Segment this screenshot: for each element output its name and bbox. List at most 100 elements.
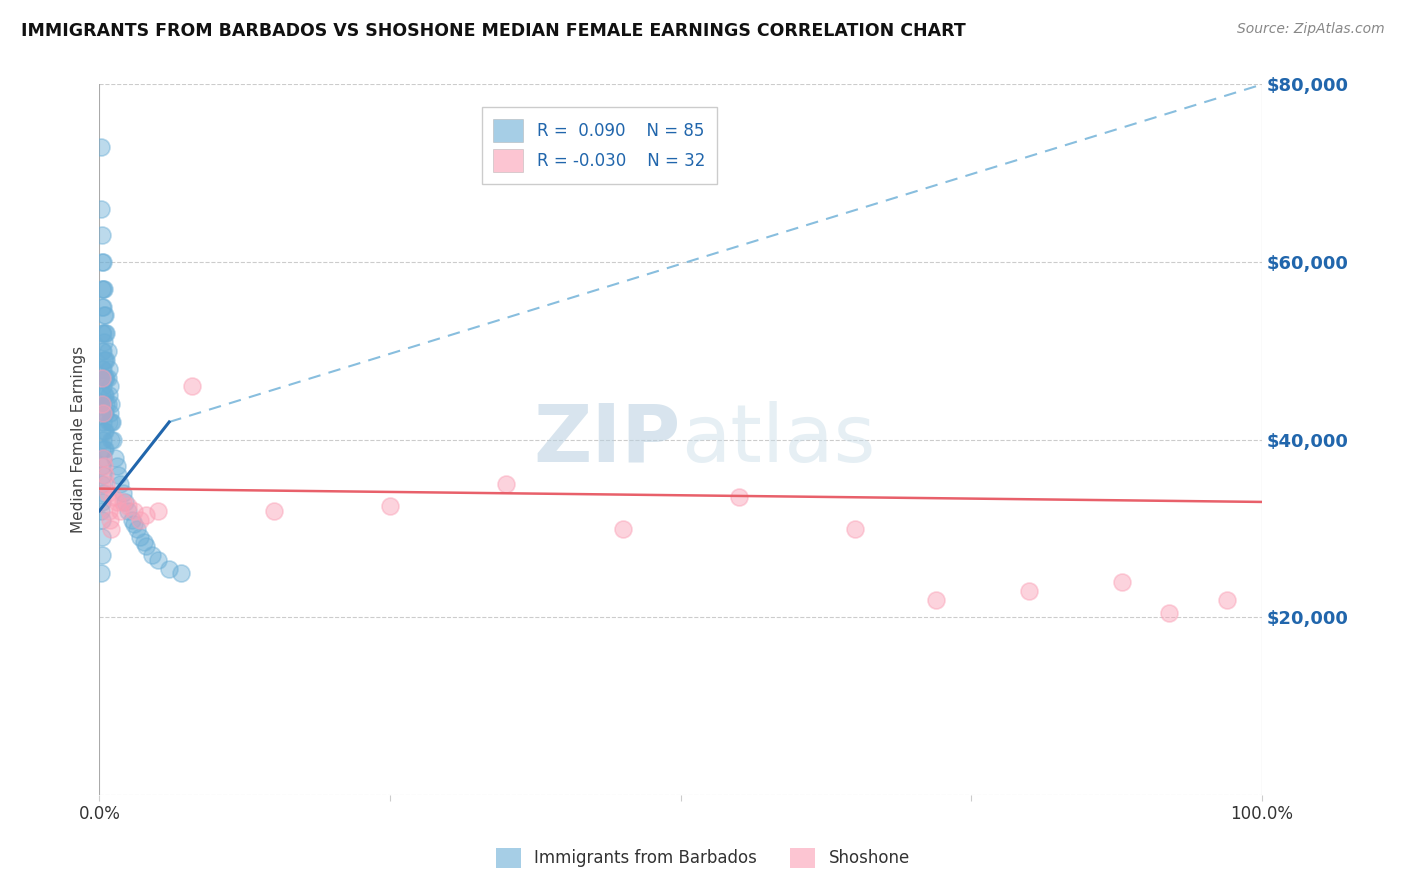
Point (1018, 583, 1040, 598)
Point (90, 343, 112, 358)
Point (94, 468, 117, 483)
Legend: Immigrants from Barbados, Shoshone: Immigrants from Barbados, Shoshone (489, 841, 917, 875)
Point (844, 522, 866, 536)
Text: ZIP: ZIP (533, 401, 681, 479)
Point (111, 495, 134, 509)
Legend: R =  0.090    N = 85, R = -0.030    N = 32: R = 0.090 N = 85, R = -0.030 N = 32 (482, 107, 717, 184)
Point (107, 468, 129, 483)
Point (97, 370, 120, 384)
Point (105, 495, 128, 509)
Point (90, 388, 112, 402)
Point (90, 397, 112, 411)
Point (1216, 592, 1239, 607)
Point (98, 513, 121, 527)
Point (612, 522, 634, 536)
Point (91, 415, 114, 429)
Point (90, 228, 112, 243)
Point (100, 522, 122, 536)
Point (117, 504, 139, 518)
Point (94, 326, 117, 340)
Point (100, 397, 122, 411)
Point (97, 388, 120, 402)
Point (114, 495, 136, 509)
Point (94, 388, 117, 402)
Point (93, 334, 115, 349)
Point (98, 379, 121, 393)
Point (96, 370, 118, 384)
Point (94, 309, 117, 323)
Point (90, 442, 112, 456)
Point (124, 517, 146, 532)
Point (110, 504, 132, 518)
Point (96, 397, 118, 411)
Point (91, 486, 114, 500)
Point (90, 139, 112, 153)
Point (94, 424, 117, 438)
Point (91, 379, 114, 393)
Point (105, 459, 128, 474)
Point (97, 486, 120, 500)
Point (94, 406, 117, 420)
Point (91, 406, 114, 420)
Point (91, 282, 114, 296)
Point (170, 566, 193, 580)
Point (97, 343, 120, 358)
Point (91, 450, 114, 465)
Point (91, 326, 114, 340)
Point (90, 255, 112, 269)
Point (121, 513, 143, 527)
Point (125, 522, 148, 536)
Point (378, 500, 401, 514)
Text: IMMIGRANTS FROM BARBADOS VS SHOSHONE MEDIAN FEMALE EARNINGS CORRELATION CHART: IMMIGRANTS FROM BARBADOS VS SHOSHONE MED… (21, 22, 966, 40)
Point (90, 282, 112, 296)
Point (90, 202, 112, 216)
Point (93, 309, 115, 323)
Point (90, 504, 112, 518)
Point (135, 539, 157, 553)
Point (100, 415, 122, 429)
Point (90, 406, 112, 420)
Point (263, 504, 285, 518)
Y-axis label: Median Female Earnings: Median Female Earnings (72, 346, 86, 533)
Text: Source: ZipAtlas.com: Source: ZipAtlas.com (1237, 22, 1385, 37)
Point (103, 491, 125, 505)
Text: atlas: atlas (681, 401, 875, 479)
Point (100, 433, 122, 447)
Point (93, 406, 115, 420)
Point (96, 477, 118, 491)
Point (111, 486, 134, 500)
Point (93, 442, 115, 456)
Point (96, 352, 118, 367)
Point (181, 379, 204, 393)
Point (91, 397, 114, 411)
Point (110, 477, 132, 491)
Point (90, 300, 112, 314)
Point (98, 406, 121, 420)
Point (91, 255, 114, 269)
Point (91, 468, 114, 483)
Point (103, 433, 125, 447)
Point (90, 513, 112, 527)
Point (135, 508, 157, 523)
Point (101, 415, 124, 429)
Point (93, 352, 115, 367)
Point (97, 415, 120, 429)
Point (1157, 606, 1180, 620)
Point (90, 361, 112, 376)
Point (117, 500, 139, 514)
Point (91, 361, 114, 376)
Point (97, 504, 120, 518)
Point (90, 531, 112, 545)
Point (1111, 574, 1133, 589)
Point (129, 513, 152, 527)
Point (93, 459, 115, 474)
Point (94, 370, 117, 384)
Point (925, 592, 948, 607)
Point (94, 352, 117, 367)
Point (90, 370, 112, 384)
Point (93, 424, 115, 438)
Point (157, 561, 180, 575)
Point (91, 433, 114, 447)
Point (124, 504, 146, 518)
Point (90, 424, 112, 438)
